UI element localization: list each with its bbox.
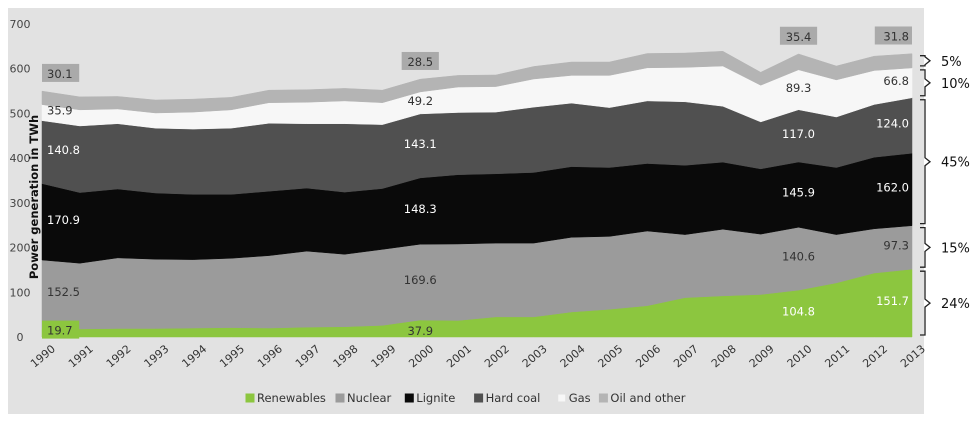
y-tick-label: 100 [10,286,31,299]
data-label: 31.8 [883,29,909,43]
legend-label-lignite: Lignite [416,391,455,405]
data-label: 140.6 [782,250,815,264]
data-label: 117.0 [782,127,815,141]
data-label: 169.6 [404,273,437,287]
share-label: 10% [941,77,970,92]
legend-label-gas: Gas [569,391,591,405]
data-label: 19.7 [47,324,73,338]
data-label: 140.8 [47,143,80,157]
data-label-box [42,63,80,82]
data-label: 35.9 [47,104,73,118]
share-bracket [920,99,932,225]
data-label: 37.9 [407,324,433,338]
y-tick-label: 0 [17,331,24,344]
data-label: 143.1 [404,137,437,151]
share-bracket [920,69,932,97]
data-label: 104.8 [782,305,815,319]
legend-swatch-gas [557,393,567,403]
share-bracket [920,270,932,336]
legend-label-hard-coal: Hard coal [486,391,541,405]
legend-swatch-hard-coal [474,393,484,403]
data-label: 49.2 [407,94,433,108]
data-label: 66.8 [883,74,909,88]
legend-swatch-renewables [245,393,255,403]
data-label-box [779,26,818,45]
data-label: 145.9 [782,186,815,200]
data-label: 151.7 [876,294,909,308]
data-label: 162.0 [876,180,909,194]
legend-label-renewables: Renewables [257,391,326,405]
share-bracket [920,55,932,67]
area-oil-and-other [41,51,913,114]
share-label: 24% [941,297,970,312]
data-label-box [874,26,912,45]
data-label: 148.3 [404,202,437,216]
data-label: 97.3 [883,238,909,252]
data-label: 170.9 [47,213,80,227]
y-tick-label: 200 [10,242,31,255]
share-label: 15% [941,241,970,256]
data-label-box [42,320,80,339]
data-label-box [401,51,439,70]
data-label: 28.5 [407,55,433,69]
y-tick-label: 300 [10,197,31,210]
legend-swatch-nuclear [335,393,345,403]
y-tick-label: 600 [10,63,31,76]
legend-label-nuclear: Nuclear [347,391,392,405]
share-label: 5% [941,55,962,70]
data-label: 35.4 [786,30,812,44]
legend-swatch-lignite [404,393,414,403]
data-label: 152.5 [47,285,80,299]
data-label: 30.1 [47,67,73,81]
y-axis-title: Power generation in TWh [27,115,41,279]
legend-label-oil-and-other: Oil and other [610,391,685,405]
share-bracket [920,227,932,268]
legend-swatch-oil-and-other [598,393,608,403]
y-tick-label: 700 [10,18,31,31]
y-tick-label: 400 [10,152,31,165]
y-tick-label: 500 [10,107,31,120]
share-label: 45% [941,156,970,171]
data-label: 124.0 [876,117,909,131]
data-label: 89.3 [786,81,812,95]
